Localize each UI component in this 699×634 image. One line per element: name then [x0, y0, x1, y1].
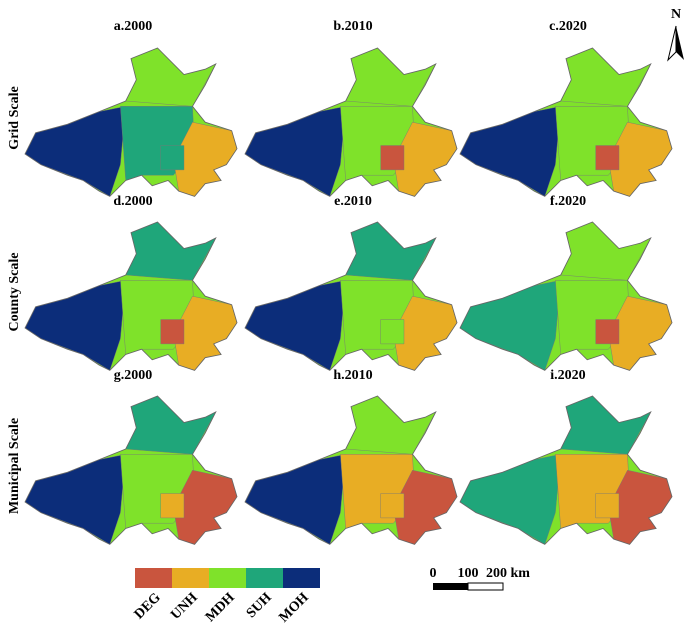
legend-label: UNH	[168, 590, 201, 623]
region	[345, 222, 437, 281]
region	[595, 493, 620, 519]
region	[25, 280, 126, 371]
region	[560, 396, 652, 455]
region	[25, 106, 126, 197]
region	[345, 396, 437, 455]
row-label: County Scale	[7, 253, 22, 332]
legend-swatch	[246, 568, 283, 588]
panel-title: b.2010	[333, 19, 372, 34]
region	[460, 280, 561, 371]
map-panel	[459, 395, 673, 545]
region	[125, 222, 217, 281]
map-panel	[24, 221, 238, 371]
panel-title: h.2010	[333, 368, 372, 383]
map-panel	[244, 395, 458, 545]
legend-swatch	[209, 568, 246, 588]
scale-label: 100	[458, 566, 479, 581]
scale-bar	[433, 582, 504, 591]
row-label: Municipal Scale	[7, 418, 22, 514]
region	[25, 454, 126, 545]
map-fill	[460, 222, 672, 371]
map-panel	[24, 395, 238, 545]
region	[125, 48, 217, 107]
region	[245, 454, 346, 545]
region	[380, 319, 405, 345]
panel-title: a.2000	[114, 19, 153, 34]
legend-label: MDH	[203, 590, 238, 625]
region	[345, 48, 437, 107]
region	[460, 454, 561, 545]
region	[160, 493, 185, 519]
region	[125, 396, 217, 455]
panel-title: f.2020	[550, 194, 586, 209]
panel-title: g.2000	[114, 368, 153, 383]
region	[595, 319, 620, 345]
map-panel	[244, 47, 458, 197]
scale-label: 0	[430, 566, 437, 581]
map-panel	[459, 221, 673, 371]
region	[380, 145, 405, 171]
legend-swatch	[135, 568, 172, 588]
region	[460, 106, 561, 197]
north-arrow: N	[667, 7, 684, 62]
legend-swatch	[172, 568, 209, 588]
region	[380, 493, 405, 519]
panel-title: e.2010	[334, 194, 372, 209]
north-label: N	[671, 7, 681, 22]
region	[245, 280, 346, 371]
region	[595, 145, 620, 171]
region	[560, 48, 652, 107]
map-panel	[244, 221, 458, 371]
panel-title: i.2020	[550, 368, 585, 383]
scale-label: 200 km	[486, 566, 530, 581]
legend-label: MOH	[276, 590, 311, 625]
row-label: Grid Scale	[7, 86, 22, 149]
legend-label: SUH	[244, 590, 275, 621]
panel-title: d.2000	[113, 194, 152, 209]
map-panel	[24, 47, 238, 197]
region	[160, 145, 185, 171]
region	[560, 222, 652, 281]
region	[160, 319, 185, 345]
legend-label: DEG	[132, 590, 164, 622]
panel-title: c.2020	[549, 19, 587, 34]
map-panel	[459, 47, 673, 197]
legend-swatch	[283, 568, 320, 588]
region	[245, 106, 346, 197]
